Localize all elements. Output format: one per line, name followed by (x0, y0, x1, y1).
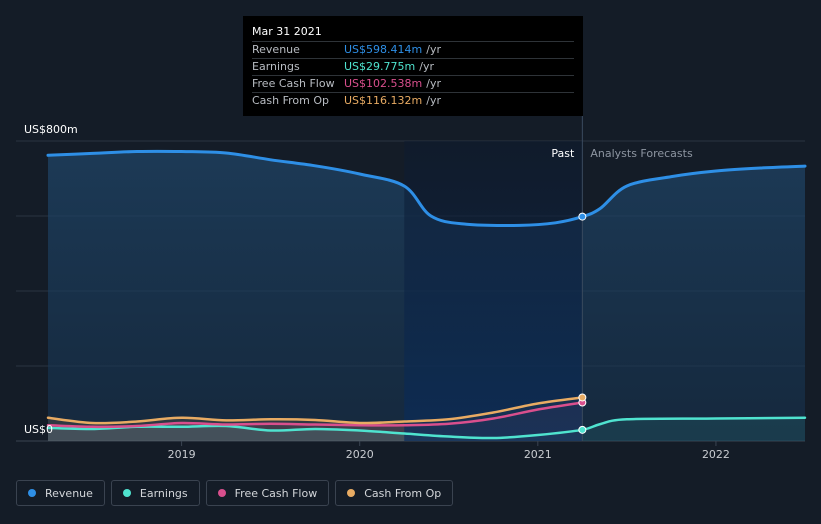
tooltip-unit: /yr (426, 43, 441, 56)
tooltip-row-earnings: Earnings US$29.775m /yr (252, 58, 574, 75)
tooltip-row-cash-from-op: Cash From Op US$116.132m /yr (252, 92, 574, 109)
tooltip-label: Revenue (252, 43, 300, 56)
tooltip-unit: /yr (419, 60, 434, 73)
y-axis-top-label: US$800m (24, 123, 78, 136)
tooltip-value: US$102.538m (344, 77, 423, 90)
x-tick-label: 2020 (346, 448, 374, 461)
tooltip: Mar 31 2021 Revenue US$598.414m /yr Earn… (243, 16, 583, 116)
legend-item-revenue[interactable]: Revenue (16, 480, 105, 506)
cash-from-op-point (578, 393, 587, 402)
legend-dot-icon (28, 489, 36, 497)
x-tick-label: 2022 (702, 448, 730, 461)
tooltip-row-revenue: Revenue US$598.414m /yr (252, 41, 574, 58)
x-tick-label: 2019 (168, 448, 196, 461)
y-axis-zero-label: US$0 (24, 423, 53, 436)
series-lines (46, 149, 807, 440)
legend-dot-icon (122, 489, 131, 497)
region-label-past: Past (551, 147, 575, 160)
tooltip-label: Earnings (252, 60, 300, 73)
tooltip-label: Cash From Op (252, 94, 330, 107)
earnings-point (578, 425, 587, 434)
axis-labels: US$800m US$0 2019 2020 2021 2022 Past Analysts … (24, 123, 730, 461)
tooltip-value: US$598.414m (344, 43, 423, 56)
legend-label: Cash From Op (364, 486, 442, 500)
legend: Revenue Earnings Free Cash Flow Cash Fro… (16, 480, 454, 506)
legend-label: Free Cash Flow (234, 486, 318, 500)
free-cash-flow-line (46, 401, 584, 429)
legend-dot-icon (347, 489, 356, 497)
region-label-forecast: Analysts Forecasts (590, 147, 693, 160)
legend-item-earnings[interactable]: Earnings (110, 480, 200, 506)
legend-item-free-cash-flow[interactable]: Free Cash Flow (205, 480, 330, 506)
tooltip-label: Free Cash Flow (252, 77, 335, 90)
legend-dot-icon (217, 489, 226, 497)
past-highlight (404, 116, 583, 441)
earnings-line (46, 416, 807, 440)
series-points (578, 212, 587, 434)
x-tick-label: 2021 (524, 448, 552, 461)
tooltip-row-free-cash-flow: Free Cash Flow US$102.538m /yr (252, 75, 574, 92)
revenue-point (578, 212, 587, 221)
tooltip-value: US$29.775m (344, 60, 416, 73)
earnings-forecast-area (582, 417, 805, 441)
highlight-band (404, 141, 583, 441)
tooltip-value: US$116.132m (344, 94, 423, 107)
legend-item-cash-from-op[interactable]: Cash From Op (335, 480, 454, 506)
revenue-line (46, 149, 807, 228)
cash-from-op-line (46, 396, 584, 425)
tooltip-date: Mar 31 2021 (252, 25, 322, 38)
legend-label: Earnings (139, 486, 188, 500)
legend-label: Revenue (45, 486, 93, 500)
tooltip-unit: /yr (426, 94, 441, 107)
tooltip-unit: /yr (426, 77, 441, 90)
